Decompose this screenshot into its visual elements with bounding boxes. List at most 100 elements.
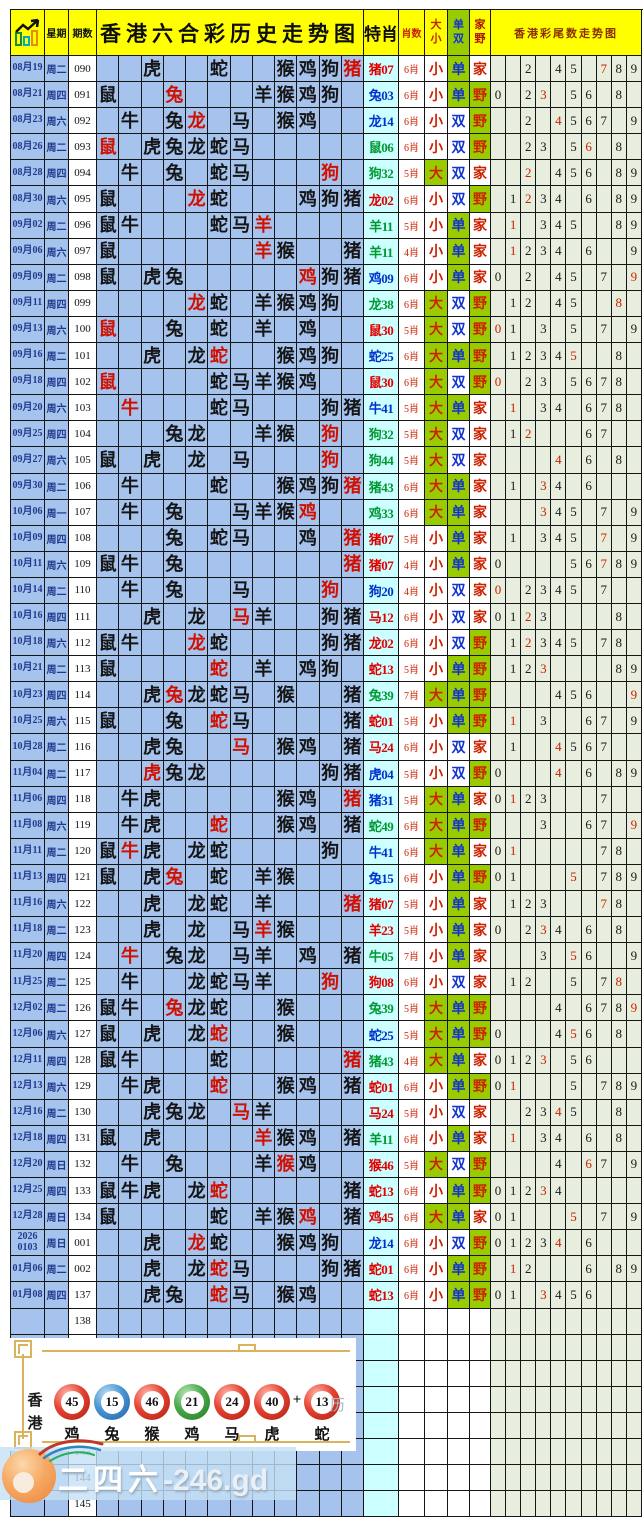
- zodiac-cell: 龙: [186, 917, 209, 944]
- zodiac-cell: 龙: [186, 943, 209, 970]
- tail-cell: 9: [626, 264, 642, 291]
- size-cell: 大: [425, 343, 448, 370]
- parity-cell: [448, 1491, 470, 1517]
- parity-cell: 双: [448, 447, 470, 474]
- zodiac-cell: 牛: [119, 1073, 142, 1100]
- parity-cell: [448, 1438, 470, 1466]
- zodiac-count-cell: 6肖: [399, 1073, 425, 1100]
- tail-cell: [491, 708, 507, 735]
- home-wild-cell: 野: [470, 1178, 491, 1205]
- special-result-cell: 蛇13: [364, 1282, 399, 1309]
- date-cell: 12月20: [11, 1151, 45, 1179]
- size-cell: 大: [425, 499, 448, 526]
- tail-cell: [536, 995, 552, 1022]
- tail-cell: [611, 473, 627, 500]
- tail-cell: [536, 1308, 552, 1335]
- special-result-cell: 龙02: [364, 186, 399, 213]
- tail-cell: [506, 1412, 522, 1439]
- zodiac-count-cell: 7肖: [399, 943, 425, 970]
- ball-zodiac-label: 鸡: [184, 1427, 200, 1443]
- tail-cell: [626, 838, 642, 865]
- zodiac-count-header: 肖数: [399, 10, 425, 56]
- zodiac-cell: [186, 525, 209, 552]
- draw-row: 11月11 周二 120 鼠牛虎龙蛇狗牛41 6肖大单家 0 1 7 8: [11, 838, 643, 865]
- weekday-cell: 周四: [45, 421, 69, 448]
- tail-cell: [506, 1021, 522, 1048]
- tail-cell: [536, 56, 552, 83]
- zodiac-cell: [186, 1282, 209, 1309]
- tail-cell: [551, 1386, 567, 1413]
- tail-cell: [491, 1438, 507, 1466]
- parity-header: 单 双: [448, 10, 470, 56]
- date-cell: 10月14: [11, 577, 45, 604]
- zodiac-cell: 蛇: [208, 186, 231, 213]
- zodiac-cell: 羊: [252, 943, 275, 970]
- zodiac-cell: [252, 1308, 275, 1335]
- zodiac-cell: [319, 1021, 342, 1048]
- parity-cell: 单: [448, 917, 470, 944]
- tail-cell: [491, 421, 507, 448]
- tail-cell: [626, 369, 642, 396]
- zodiac-cell: 马: [230, 708, 253, 735]
- tail-cell: 1: [506, 891, 522, 918]
- period-cell: 120: [69, 838, 97, 865]
- winning-numbers: 45 鸡 15 兔 46 猴 21 鸡 24 马 40 虎 +13 蛇: [52, 1384, 342, 1444]
- zodiac-cell: [252, 577, 275, 604]
- zodiac-cell: [252, 160, 275, 187]
- tail-cell: [566, 1412, 582, 1439]
- tail-cell: 2: [521, 421, 537, 448]
- tail-cell: 5: [566, 1099, 582, 1126]
- tail-cell: 4: [551, 343, 567, 370]
- parity-cell: 双: [448, 134, 470, 161]
- zodiac-cell: 兔: [163, 82, 186, 109]
- zodiac-cell: [230, 316, 253, 344]
- tail-cell: 4: [551, 395, 567, 422]
- tail-cell: 6: [581, 917, 597, 944]
- home-wild-cell: [470, 1412, 491, 1439]
- tail-cell: 3: [536, 812, 552, 839]
- tail-cell: [536, 1334, 552, 1361]
- zodiac-cell: [319, 1073, 342, 1100]
- zodiac-cell: [141, 108, 164, 135]
- parity-cell: 单: [448, 812, 470, 839]
- zodiac-count-cell: 6肖: [399, 186, 425, 213]
- tail-cell: [491, 969, 507, 996]
- tail-cell: [491, 525, 507, 552]
- size-cell: 小: [425, 134, 448, 161]
- draw-row: 11月13 周四 121 鼠虎兔蛇羊猴兔15 6肖小单野 0 1 5 7 8 9: [11, 864, 643, 891]
- zodiac-cell: [297, 1099, 320, 1126]
- special-result-cell: 羊23: [364, 917, 399, 944]
- zodiac-count-cell: 5肖: [399, 525, 425, 552]
- zodiac-cell: [297, 864, 320, 891]
- tail-cell: [626, 1386, 642, 1413]
- home-wild-cell: 野: [470, 1151, 491, 1179]
- period-cell: 101: [69, 343, 97, 370]
- zodiac-cell: 鼠: [97, 1204, 120, 1231]
- period-header: 期数: [69, 10, 97, 56]
- tail-cell: [596, 1438, 612, 1466]
- tail-cell: [626, 1125, 642, 1152]
- tail-cell: [506, 264, 522, 291]
- parity-cell: 单: [448, 1021, 470, 1048]
- tail-cell: 9: [626, 316, 642, 344]
- zodiac-cell: [319, 891, 342, 918]
- zodiac-cell: [119, 1230, 142, 1257]
- zodiac-cell: 牛: [119, 212, 142, 239]
- zodiac-count-cell: 6肖: [399, 499, 425, 526]
- zodiac-count-cell: 6肖: [399, 864, 425, 891]
- parity-cell: 单: [448, 395, 470, 422]
- tail-cell: [551, 1256, 567, 1283]
- zodiac-cell: [341, 577, 364, 604]
- tail-cell: 5: [566, 264, 582, 291]
- date-cell: 11月08: [11, 812, 45, 839]
- tail-cell: 1: [506, 864, 522, 891]
- zodiac-cell: 鼠: [97, 212, 120, 239]
- zodiac-cell: [97, 577, 120, 604]
- zodiac-cell: 猪: [341, 395, 364, 422]
- size-cell: 大: [425, 838, 448, 865]
- tail-cell: 4: [551, 1178, 567, 1205]
- tail-cell: [521, 734, 537, 761]
- special-result-cell: 鸡33: [364, 499, 399, 526]
- tail-cell: 3: [536, 603, 552, 631]
- zodiac-cell: 鸡: [297, 369, 320, 396]
